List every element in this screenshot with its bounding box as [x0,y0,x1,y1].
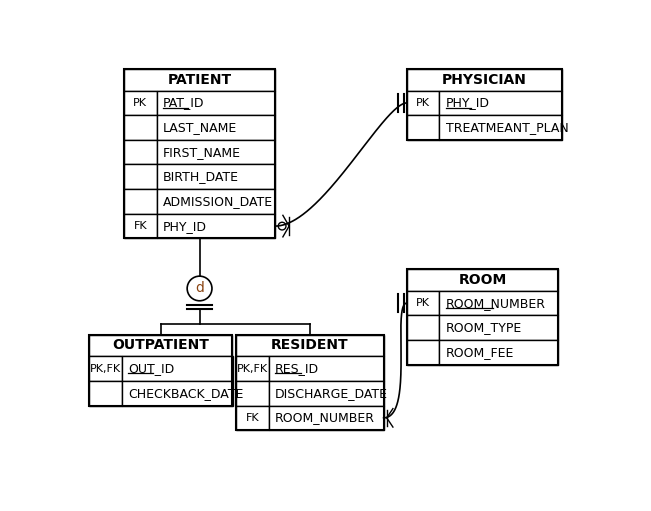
Bar [439,115,562,140]
Bar [124,189,156,214]
Text: RES_ID: RES_ID [275,362,319,375]
Text: RESIDENT: RESIDENT [271,338,349,353]
Bar [407,269,558,365]
Bar [407,340,439,365]
Text: PK,FK: PK,FK [237,363,268,374]
Bar [89,381,122,406]
Bar [269,356,383,381]
Bar [124,69,275,239]
Bar [89,335,232,406]
Bar [407,315,439,340]
Bar [124,115,156,140]
Text: LAST_NAME: LAST_NAME [163,121,237,134]
Text: FK: FK [133,221,147,231]
Bar [439,90,562,115]
Text: PAT_ID: PAT_ID [163,97,204,109]
Text: PK: PK [416,298,430,308]
Text: CHECKBACK_DATE: CHECKBACK_DATE [128,387,243,400]
Bar [124,69,275,90]
Bar [122,381,232,406]
Bar [122,356,232,381]
Text: PK,FK: PK,FK [90,363,121,374]
Bar [156,90,275,115]
Bar [89,335,232,356]
Text: PHY_ID: PHY_ID [446,97,490,109]
Text: TREATMEANT_PLAN: TREATMEANT_PLAN [446,121,568,134]
Bar [407,90,439,115]
Bar [156,140,275,165]
Text: DISCHARGE_DATE: DISCHARGE_DATE [275,387,388,400]
Bar [156,214,275,239]
Text: PATIENT: PATIENT [167,73,232,87]
Text: BIRTH_DATE: BIRTH_DATE [163,170,239,183]
Bar [236,335,383,430]
Bar [439,291,558,315]
Text: FK: FK [246,413,260,423]
Bar [124,90,156,115]
Bar [439,340,558,365]
Bar [236,406,269,430]
Bar [407,269,558,291]
Text: ROOM_FEE: ROOM_FEE [446,346,514,359]
Bar [124,165,156,189]
Bar [407,291,439,315]
Text: PK: PK [416,98,430,108]
Text: ADMISSION_DATE: ADMISSION_DATE [163,195,273,208]
Text: PK: PK [133,98,147,108]
Text: d: d [195,282,204,295]
Bar [269,406,383,430]
Bar [407,69,562,90]
Text: OUT_ID: OUT_ID [128,362,174,375]
Bar [236,381,269,406]
Bar [236,335,383,356]
Bar [236,356,269,381]
Text: ROOM_TYPE: ROOM_TYPE [446,321,522,334]
Text: OUTPATIENT: OUTPATIENT [113,338,209,353]
Bar [156,165,275,189]
Text: ROOM_NUMBER: ROOM_NUMBER [446,296,546,310]
Bar [407,69,562,140]
Text: PHY_ID: PHY_ID [163,220,207,233]
Bar [124,140,156,165]
Bar [269,381,383,406]
Text: PHYSICIAN: PHYSICIAN [442,73,527,87]
Bar [407,115,439,140]
Bar [89,356,122,381]
Bar [156,189,275,214]
Text: FIRST_NAME: FIRST_NAME [163,146,241,159]
Bar [156,115,275,140]
Text: ROOM: ROOM [458,273,506,287]
Bar [439,315,558,340]
Bar [124,214,156,239]
Text: ROOM_NUMBER: ROOM_NUMBER [275,411,375,424]
